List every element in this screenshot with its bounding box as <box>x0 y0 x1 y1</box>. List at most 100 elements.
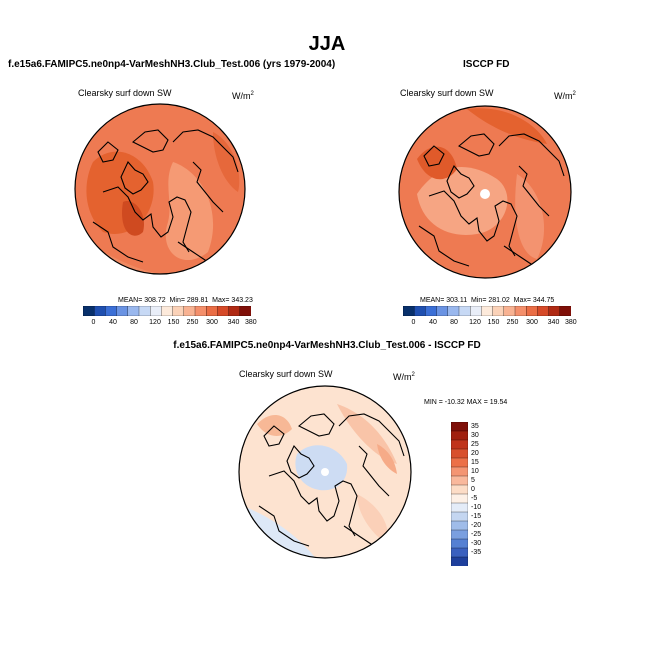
colorbar-swatch <box>83 306 95 316</box>
colorbar-tick: 80 <box>450 319 458 326</box>
colorbar-tick: 15 <box>471 459 479 466</box>
colorbar-tick: -5 <box>471 495 478 502</box>
colorbar-tick: 25 <box>471 441 479 448</box>
colorbar-swatch <box>458 306 471 316</box>
diff-panel-units: W/m2 <box>393 372 415 382</box>
colorbar-tick: 300 <box>206 319 218 326</box>
model-colorbar <box>83 306 251 316</box>
colorbar-tick: -35 <box>471 549 482 556</box>
colorbar-swatch <box>503 306 516 316</box>
diff-panel-label: Clearsky surf down SW <box>239 369 333 379</box>
colorbar-swatch <box>138 306 151 316</box>
model-panel-units: W/m2 <box>232 91 254 101</box>
model-title: f.e15a6.FAMIPC5.ne0np4-VarMeshNH3.Club_T… <box>8 59 336 70</box>
colorbar-swatch <box>127 306 140 316</box>
obs-panel-units: W/m2 <box>554 91 576 101</box>
colorbar-tick: 0 <box>411 319 416 326</box>
colorbar-tick: 40 <box>109 319 117 326</box>
colorbar-tick: 150 <box>167 319 180 326</box>
colorbar-tick: -10 <box>471 504 482 511</box>
colorbar-tick: 35 <box>471 423 479 430</box>
model-polar-map <box>74 103 246 275</box>
colorbar-tick: -20 <box>471 522 482 529</box>
difference-colorbar <box>451 422 468 566</box>
colorbar-tick: -25 <box>471 531 482 538</box>
colorbar-swatch <box>105 306 118 316</box>
colorbar-tick: 30 <box>471 432 479 439</box>
colorbar-swatch <box>451 422 468 432</box>
colorbar-swatch <box>451 520 468 531</box>
difference-colorbar-ticks: 35 30 25 20 15 10 5 0 -5 -10 -15 -20 -25 -30 -35 <box>471 418 501 562</box>
colorbar-swatch <box>425 306 438 316</box>
colorbar-tick: 380 <box>245 319 257 326</box>
model-panel-label: Clearsky surf down SW <box>78 88 172 98</box>
colorbar-swatch <box>161 306 174 316</box>
colorbar-swatch <box>116 306 129 316</box>
colorbar-swatch <box>514 306 527 316</box>
colorbar-swatch <box>451 475 468 486</box>
colorbar-swatch <box>451 466 468 477</box>
colorbar-tick: 20 <box>471 450 479 457</box>
colorbar-tick: 380 <box>565 319 577 326</box>
obs-title: ISCCP FD <box>463 59 510 70</box>
colorbar-tick: 10 <box>471 468 479 475</box>
colorbar-swatch <box>150 306 162 316</box>
colorbar-tick: 250 <box>506 319 519 326</box>
colorbar-swatch <box>548 306 561 316</box>
colorbar-swatch <box>451 538 468 549</box>
colorbar-swatch <box>451 547 468 558</box>
colorbar-swatch <box>403 306 415 316</box>
model-colorbar-ticks: 0 40 80 120 150 250 300 340 380 <box>83 319 257 326</box>
colorbar-swatch <box>492 306 505 316</box>
colorbar-swatch <box>451 493 468 504</box>
colorbar-swatch <box>470 306 482 316</box>
colorbar-swatch <box>451 511 468 522</box>
colorbar-swatch <box>172 306 185 316</box>
obs-polar-map <box>398 105 572 279</box>
colorbar-tick: 80 <box>130 319 138 326</box>
colorbar-swatch <box>451 484 468 495</box>
obs-colorbar <box>403 306 571 316</box>
colorbar-tick: 0 <box>471 486 475 493</box>
colorbar-tick: 250 <box>186 319 199 326</box>
colorbar-tick: 5 <box>471 477 475 484</box>
colorbar-tick: 120 <box>469 319 481 326</box>
colorbar-swatch <box>228 306 241 316</box>
colorbar-tick: 340 <box>547 319 560 326</box>
colorbar-tick: -15 <box>471 513 482 520</box>
obs-stats: MEAN= 303.11 Min= 281.02 Max= 344.75 <box>420 297 555 304</box>
colorbar-swatch <box>481 306 494 316</box>
colorbar-tick: 40 <box>429 319 437 326</box>
colorbar-swatch <box>217 306 230 316</box>
colorbar-swatch <box>414 306 426 316</box>
colorbar-swatch <box>183 306 196 316</box>
colorbar-swatch <box>451 556 468 566</box>
colorbar-swatch <box>451 448 468 459</box>
colorbar-swatch <box>451 502 468 513</box>
colorbar-swatch <box>451 529 468 540</box>
colorbar-swatch <box>194 306 207 316</box>
colorbar-swatch <box>94 306 106 316</box>
colorbar-swatch <box>447 306 460 316</box>
colorbar-swatch <box>206 306 218 316</box>
colorbar-swatch <box>436 306 449 316</box>
obs-panel-label: Clearsky surf down SW <box>400 88 494 98</box>
difference-title: f.e15a6.FAMIPC5.ne0np4-VarMeshNH3.Club_T… <box>173 340 481 351</box>
colorbar-tick: -30 <box>471 540 482 547</box>
difference-polar-map <box>238 385 412 559</box>
colorbar-tick: 300 <box>526 319 538 326</box>
colorbar-tick: 340 <box>227 319 240 326</box>
colorbar-tick: 0 <box>91 319 96 326</box>
colorbar-swatch <box>559 306 571 316</box>
colorbar-swatch <box>451 439 468 450</box>
colorbar-swatch <box>526 306 538 316</box>
model-stats: MEAN= 308.72 Min= 289.81 Max= 343.23 <box>118 297 253 304</box>
colorbar-swatch <box>239 306 251 316</box>
colorbar-swatch <box>537 306 550 316</box>
colorbar-swatch <box>451 457 468 468</box>
colorbar-tick: 150 <box>487 319 500 326</box>
diff-stats: MIN = -10.32 MAX = 19.54 <box>424 399 508 406</box>
main-title: JJA <box>308 33 346 55</box>
colorbar-tick: 120 <box>149 319 161 326</box>
colorbar-swatch <box>451 430 468 441</box>
